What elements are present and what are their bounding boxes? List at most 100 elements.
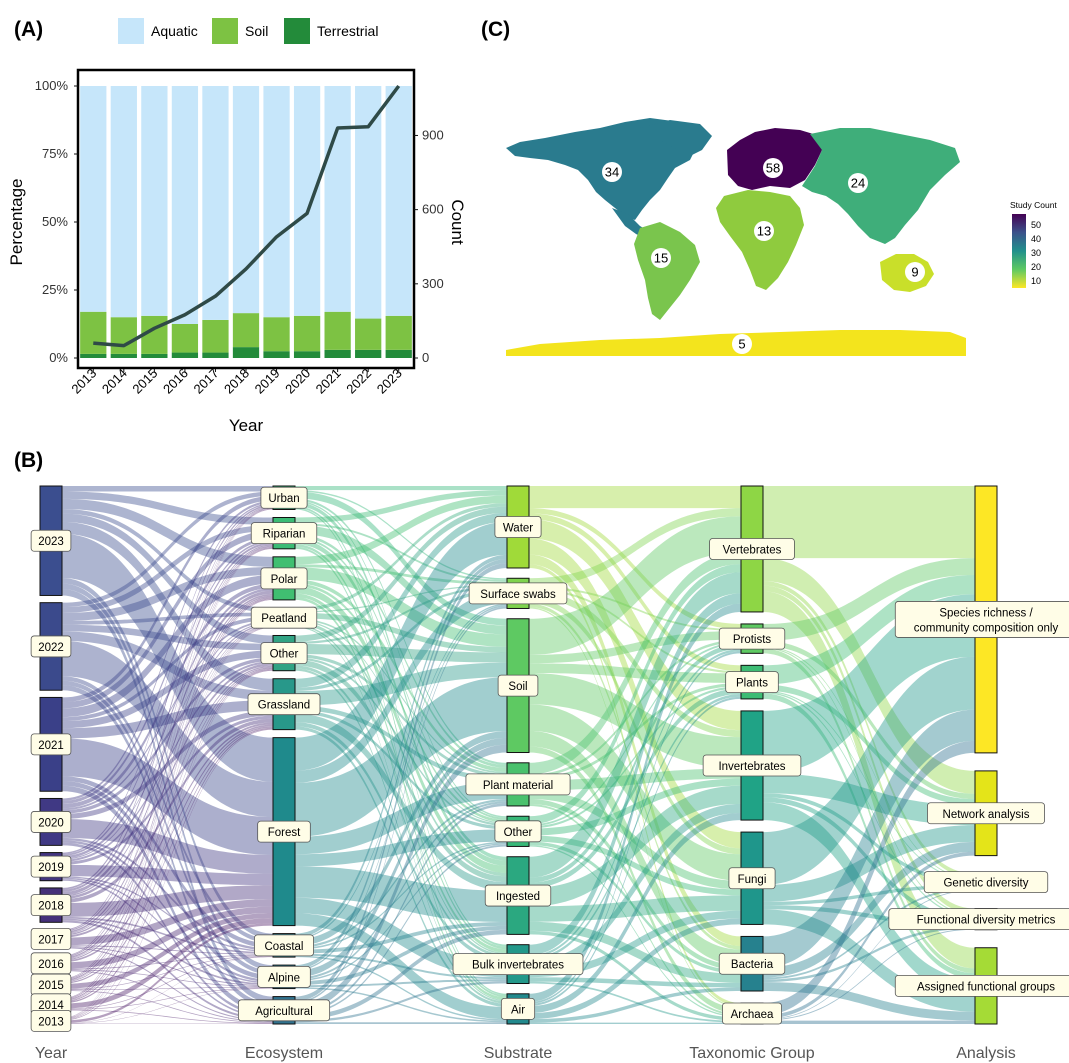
label-box [927,802,1045,825]
label-box [30,529,72,552]
label-text: Water [503,522,533,534]
x-tick-label: 2021 [313,366,344,397]
bar-aquatic-2017 [202,86,229,320]
sankey-link [763,982,975,1021]
sankey-link [763,793,975,885]
label-text: Coastal [265,941,304,953]
label-box [257,820,311,843]
sankey-link [62,506,273,931]
sankey-link [529,508,741,630]
label-text: Forest [268,827,301,839]
label-box [30,928,72,950]
panel-label-a: (A) [14,18,43,41]
label-box [728,867,776,890]
color-bar-tick: 20 [1031,262,1041,272]
sankey-link [763,887,975,980]
sankey-link [529,597,741,855]
map-label: 24 [851,176,865,191]
sankey-link [62,899,273,946]
sankey-link [62,840,273,983]
sankey-link [62,837,273,951]
sankey-link [295,521,507,771]
sankey-link [529,987,741,1023]
sankey-link [529,642,741,827]
sankey-node-label: 2022 [30,635,72,658]
legend-label-aquatic: Aquatic [151,23,198,39]
sankey-link [529,785,741,907]
sankey-link [295,705,507,782]
color-bar [1012,214,1026,288]
sankey-link [295,929,507,1020]
map-label-badge [848,173,868,193]
sankey-node-label: Other [260,642,308,665]
sankey-link [62,710,273,819]
sankey-link [295,953,507,980]
sankey-link [295,583,507,823]
sankey-link [62,685,273,1009]
sankey-link [295,665,507,958]
sankey-link [62,521,273,691]
sankey-link [62,640,273,818]
sankey-node-label: 2020 [30,811,72,833]
sankey-link [62,987,273,991]
label-box [30,635,72,658]
label-text: Riparian [263,529,306,541]
x-tick-label: 2016 [160,366,191,397]
sankey-link [295,662,507,706]
sankey-link [295,621,507,877]
sankey-link [295,606,507,1004]
sankey-node-label: Peatland [250,606,318,629]
map-label: 15 [654,251,668,266]
sankey-link [763,884,975,906]
sankey-link [62,906,273,969]
label-box [250,606,318,629]
bar-aquatic-2019 [263,86,290,318]
label-text: 2017 [38,934,64,946]
sankey-link [529,921,741,983]
bar-soil-2021 [324,311,351,350]
sankey-link [529,683,741,781]
bar-soil-2016 [171,324,199,353]
x-tick-label: 2014 [99,366,130,397]
label-text: Genetic diversity [943,878,1028,890]
legend-label-soil: Soil [245,23,268,39]
bar-soil-2018 [232,313,260,348]
sankey-node-label: Fungi [728,867,776,890]
label-box [718,627,786,650]
sankey-link [295,554,507,938]
x-tick-label: 2023 [374,366,405,397]
world-map: 34 58 24 13 15 9 5 Study Count 50 40 30 20 10 [506,118,1057,356]
label-box [494,516,542,538]
sankey-link [295,799,507,949]
sankey-link [295,498,507,765]
panel-label-b: (B) [14,449,43,472]
sankey-link [529,538,741,849]
label-text: 2021 [38,740,64,752]
sankey-link [295,624,507,955]
label-text: 2022 [38,642,64,654]
label-text: Assigned functional groups [917,981,1055,993]
sankey-link [529,696,741,1007]
label-text: Polar [271,574,298,586]
label-text: Soil [508,681,527,693]
sankey-link [62,513,273,644]
sankey-link [62,498,273,567]
sankey-link [62,524,273,613]
sankey-node-label: Network analysis [927,802,1045,825]
sankey-link [295,503,507,612]
sankey-link [62,544,273,932]
sankey-link [62,726,273,984]
legend-title: Study Count [1010,200,1057,210]
label-text: Fungi [738,874,767,886]
sankey-node-label: Water [494,516,542,538]
sankey-link [62,923,273,1024]
sankey-link [295,913,507,1020]
count-line [93,84,401,348]
sankey-link [62,1009,273,1024]
sankey-link [295,737,507,978]
sankey-link [295,536,507,820]
sankey-links [62,486,975,1024]
sankey-link [62,631,273,701]
sankey-link [529,572,741,878]
sankey-link [295,506,507,642]
